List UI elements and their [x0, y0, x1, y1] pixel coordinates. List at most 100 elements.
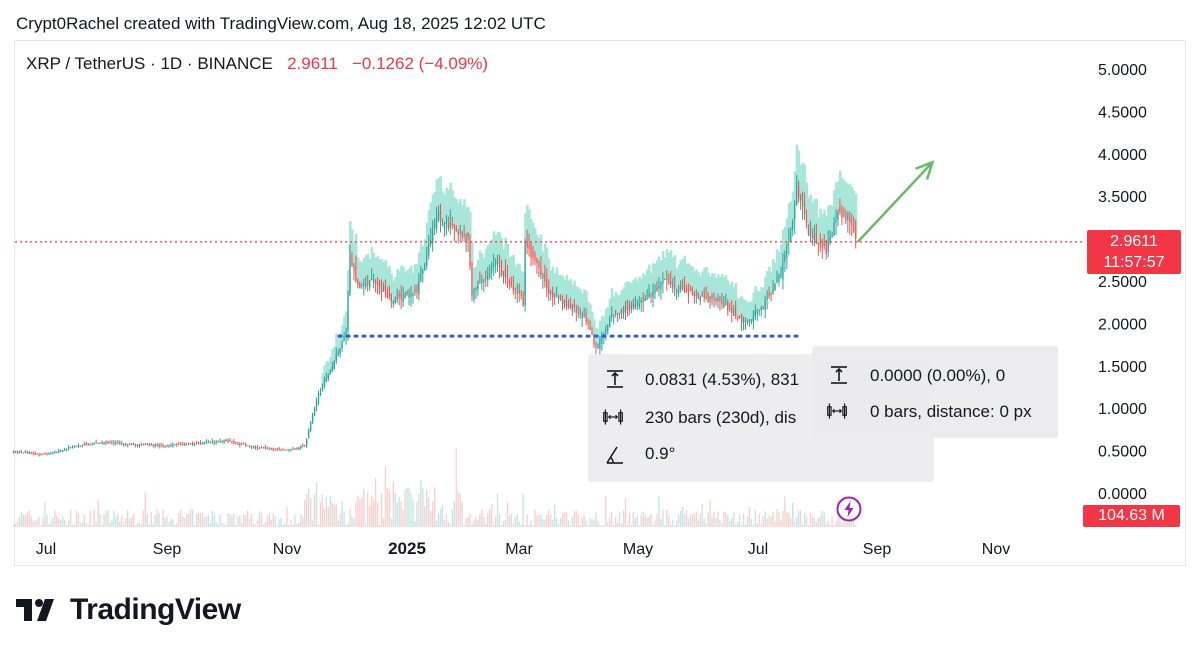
volume-bar — [548, 509, 550, 527]
price-band — [455, 198, 458, 227]
volume-bar — [290, 519, 292, 527]
candle-body — [32, 452, 34, 454]
candle-body — [658, 286, 660, 290]
candle-body — [677, 291, 680, 294]
price-band — [439, 176, 443, 212]
volume-bar — [142, 510, 145, 527]
volume-bar — [126, 509, 129, 527]
candle-body — [792, 221, 794, 230]
volume-bar — [768, 515, 770, 527]
candle-body — [170, 445, 172, 447]
candle-body — [89, 444, 91, 446]
volume-bar — [402, 509, 404, 527]
volume-bar — [71, 524, 74, 527]
volume-bar — [343, 511, 345, 527]
candle-body — [555, 296, 558, 298]
volume-bar — [483, 516, 485, 527]
y-tick-label: 1.0000 — [1098, 401, 1147, 418]
volume-bar — [823, 512, 825, 527]
volume-bar — [630, 525, 633, 527]
volume-bar — [374, 477, 377, 527]
volume-bar — [504, 519, 507, 527]
candle-body — [398, 295, 400, 297]
candle-body — [203, 442, 206, 444]
candle-body — [189, 443, 192, 445]
volume-bar — [453, 501, 455, 527]
volume-bar — [388, 489, 391, 527]
volume-bar — [516, 514, 518, 527]
last-price-tag: 2.9611 11:57:57 — [1087, 230, 1181, 274]
price-band — [795, 144, 799, 183]
price-band — [484, 248, 488, 279]
volume-bar — [306, 494, 308, 527]
price-band — [569, 278, 572, 306]
volume-bar — [347, 523, 349, 527]
candle-body — [626, 305, 629, 310]
volume-bar — [801, 524, 804, 527]
volume-bar — [81, 522, 84, 527]
candle-body — [494, 263, 497, 265]
candle-body — [54, 452, 56, 454]
price-band — [827, 205, 830, 242]
symbol-title[interactable]: XRP / TetherUS · 1D · BINANCE — [26, 54, 273, 73]
candle-body — [176, 443, 178, 445]
candle-body — [644, 298, 646, 301]
price-band — [510, 255, 513, 282]
volume-bar — [770, 516, 772, 527]
price-band — [616, 294, 620, 314]
price-band — [614, 291, 618, 312]
candle-body — [372, 281, 375, 283]
candle-body — [79, 446, 82, 448]
candle-body — [280, 449, 282, 451]
volume-bar — [544, 519, 546, 527]
price-band — [852, 190, 856, 228]
volume-bar — [707, 511, 709, 527]
lightning-icon[interactable] — [836, 496, 862, 522]
volume-bar — [304, 499, 306, 527]
bar-countdown: 11:57:57 — [1103, 254, 1165, 271]
volume-bar — [225, 525, 227, 527]
volume-bar — [121, 515, 123, 527]
price-band — [327, 361, 330, 376]
candle-body — [146, 443, 149, 445]
volume-bar — [79, 522, 82, 527]
candle-body — [48, 452, 50, 455]
candle-body — [622, 311, 625, 313]
volume-bar — [353, 518, 355, 527]
candle-body — [73, 445, 76, 447]
candle-body — [81, 444, 84, 446]
volume-bar — [390, 519, 393, 527]
volume-bar — [91, 525, 93, 527]
volume-bar — [788, 513, 790, 527]
price-band — [819, 208, 822, 246]
volume-bar — [199, 512, 202, 527]
price-change-value: −0.1262 (−4.09%) — [351, 54, 489, 73]
candle-body — [473, 289, 475, 300]
volume-bar — [386, 487, 389, 527]
tradingview-logo-text: TradingView — [70, 593, 241, 626]
price-band — [799, 164, 803, 195]
price-band — [701, 271, 704, 295]
volume-tag: 104.63 M — [1083, 505, 1180, 527]
candle-body — [614, 311, 617, 315]
candle-body — [650, 294, 652, 297]
x-tick-label: May — [623, 541, 653, 558]
price-band — [770, 272, 773, 293]
volume-bar — [441, 504, 444, 527]
volume-bar — [408, 487, 410, 527]
price-band — [760, 287, 763, 308]
price-band — [524, 213, 527, 242]
volume-bar — [276, 525, 278, 527]
volume-bar — [262, 524, 265, 527]
candle-body — [156, 444, 158, 446]
price-band — [667, 252, 671, 283]
price-band — [654, 263, 657, 292]
price-band — [640, 278, 643, 301]
volume-bar — [272, 513, 274, 527]
volume-bar — [662, 509, 664, 527]
volume-bar — [727, 515, 729, 527]
candle-body — [367, 283, 369, 285]
x-tick-label: Nov — [982, 541, 1010, 558]
volume-bar — [687, 517, 690, 527]
